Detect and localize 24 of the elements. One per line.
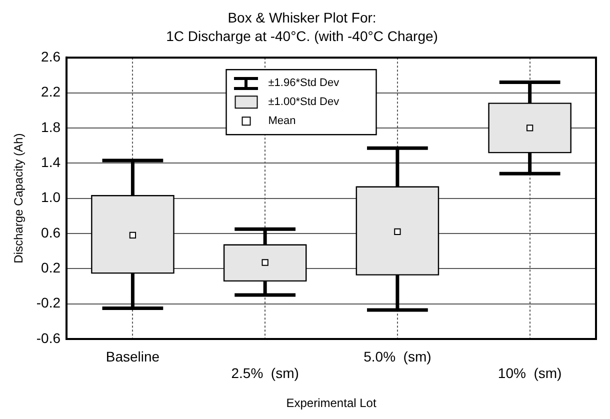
y-tick-label: -0.2: [36, 294, 61, 311]
point: [129, 232, 136, 239]
y-tick-label: 0.2: [41, 260, 61, 276]
y-axis-title: Discharge Capacity (Ah): [12, 133, 26, 264]
x-tick-label: 5.0% (sm): [364, 348, 432, 364]
x-tick-label: Baseline: [106, 348, 160, 364]
chart-title: Box & Whisker Plot For:: [228, 9, 376, 26]
y-tick-label: 1.8: [41, 118, 61, 135]
x-axis-title: Experimental Lot: [286, 396, 377, 410]
annotation: ±1.96*Std Dev: [268, 77, 340, 90]
y-tick-label: 2.6: [41, 48, 61, 64]
point: [394, 228, 401, 236]
legend-label: Mean: [268, 115, 296, 128]
chart-subtitle: 1C Discharge at -40°C. (with -40°C Charge): [166, 28, 438, 44]
y-tick-label: 0.6: [41, 224, 61, 240]
point: [262, 259, 268, 266]
point: [526, 124, 534, 132]
y-tick-label: 2.2: [41, 84, 61, 100]
x-tick-label: 2.5% (sm): [231, 365, 299, 382]
legend-label: ±1.00*Std Dev: [268, 96, 340, 108]
y-tick-label: -0.6: [36, 330, 61, 346]
x-tick-label: 10% (sm): [498, 365, 562, 382]
y-tick-label: 1.4: [41, 154, 61, 170]
y-tick-label: 1.0: [41, 189, 61, 206]
